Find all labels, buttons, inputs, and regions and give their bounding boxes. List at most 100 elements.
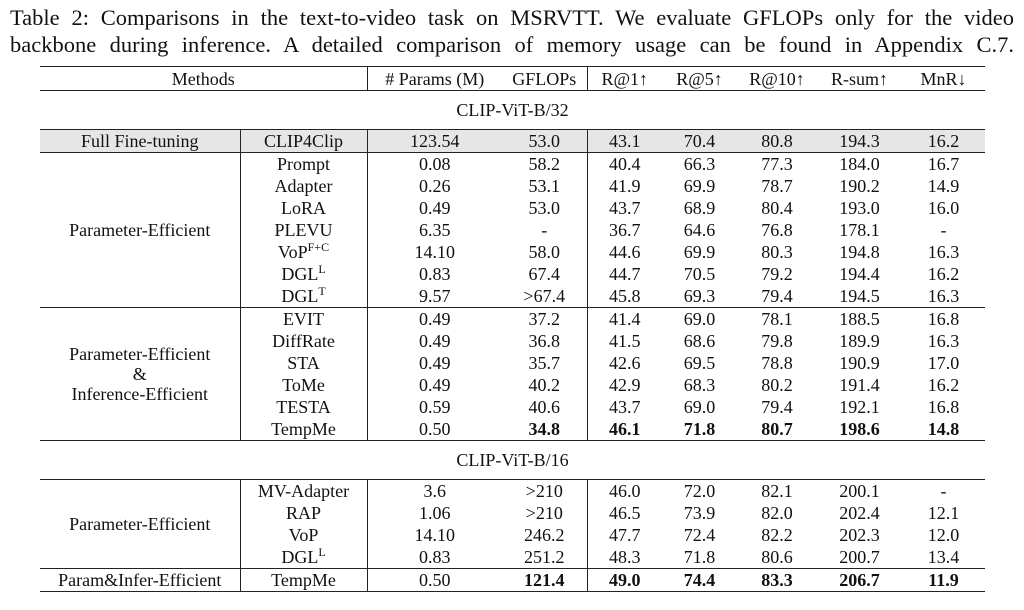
- table-header: Methods # Params (M) GFLOPs R@1↑ R@5↑ R@10↑ R-…: [40, 66, 985, 91]
- value-cell: 79.4: [737, 396, 817, 418]
- header-cell: R@5↑: [662, 66, 737, 91]
- cell-value: 16.2: [927, 375, 960, 395]
- method-name: STA: [287, 353, 320, 373]
- cell-value: 200.1: [839, 481, 880, 501]
- value-cell: 78.1: [737, 307, 817, 330]
- value-cell: 246.2: [502, 524, 588, 546]
- table-row: VoP 14.10 246.2 47.7 72.4 82.2 202.3 12.0: [40, 524, 985, 546]
- value-cell: 69.5: [662, 352, 737, 374]
- method-cell: TESTA: [240, 396, 368, 418]
- cell-value: 0.50: [419, 570, 451, 590]
- cell-value: 188.5: [839, 309, 880, 329]
- method-cell: STA: [240, 352, 368, 374]
- cell-value: 80.3: [761, 242, 793, 262]
- method-cell: DGLL: [240, 262, 368, 285]
- cell-value: 68.9: [683, 198, 716, 218]
- value-cell: 78.8: [737, 352, 817, 374]
- value-cell: 41.9: [587, 175, 662, 197]
- method-cell: MV-Adapter: [240, 479, 368, 502]
- value-cell: 53.0: [502, 129, 588, 153]
- group-label-line: &: [132, 364, 147, 384]
- cell-value: 45.8: [609, 286, 641, 306]
- value-cell: 35.7: [502, 352, 588, 374]
- header-cell: MnR↓: [902, 66, 985, 91]
- value-cell: 80.8: [737, 129, 817, 153]
- cell-value: 71.8: [683, 547, 716, 567]
- cell-value: 43.1: [609, 131, 641, 151]
- cell-value: 80.8: [761, 131, 793, 151]
- value-cell: 79.2: [737, 263, 817, 285]
- cell-value: 42.9: [609, 375, 641, 395]
- value-cell: 83.3: [737, 568, 817, 592]
- value-cell: 16.8: [902, 307, 985, 330]
- value-cell: 69.9: [662, 175, 737, 197]
- method-name: VoP: [288, 525, 319, 545]
- value-cell: 0.49: [367, 307, 502, 330]
- method-superscript: L: [318, 545, 326, 559]
- cell-value: 46.0: [609, 481, 641, 501]
- method-name: MV-Adapter: [257, 481, 350, 501]
- cell-value: 80.7: [761, 419, 793, 439]
- method-superscript: L: [318, 262, 326, 276]
- header-cell: # Params (M): [367, 66, 502, 91]
- cell-value: 178.1: [839, 220, 880, 240]
- group-label-line: Parameter-Efficient: [69, 514, 211, 534]
- value-cell: 0.49: [367, 374, 502, 396]
- cell-value: 0.49: [419, 375, 451, 395]
- cell-value: 14.9: [927, 176, 960, 196]
- value-cell: 6.35: [367, 219, 502, 241]
- cell-value: 14.10: [414, 525, 456, 545]
- caption-line: Table 2: Comparisons in the text-to-vide…: [10, 5, 1014, 30]
- table-row: STA 0.49 35.7 42.6 69.5 78.8 190.9 17.0: [40, 352, 985, 374]
- method-superscript: T: [318, 284, 326, 298]
- header-cell: R@10↑: [737, 66, 817, 91]
- value-cell: 80.4: [737, 197, 817, 219]
- value-cell: 36.8: [502, 330, 588, 352]
- cell-value: 69.5: [683, 353, 716, 373]
- cell-value: 66.3: [683, 154, 716, 174]
- caption: Table 2: Comparisons in the text-to-vide…: [10, 4, 1014, 58]
- cell-value: 200.7: [839, 547, 880, 567]
- cell-value: 37.2: [528, 309, 561, 329]
- value-cell: 70.5: [662, 263, 737, 285]
- cell-value: 36.7: [609, 220, 641, 240]
- group-label-line: Parameter-Efficient: [69, 220, 211, 240]
- value-cell: 0.59: [367, 396, 502, 418]
- method-name: Prompt: [276, 154, 330, 174]
- cell-value: 40.4: [609, 154, 641, 174]
- cell-value: 9.57: [419, 286, 451, 306]
- results-table: Methods # Params (M) GFLOPs R@1↑ R@5↑ R@10↑ R-…: [40, 66, 985, 592]
- value-cell: 45.8: [587, 285, 662, 308]
- value-cell: 16.3: [902, 330, 985, 352]
- value-cell: 0.50: [367, 568, 502, 592]
- cell-value: 83.3: [761, 570, 793, 590]
- value-cell: 3.6: [367, 480, 502, 503]
- method-name: DGL: [281, 547, 319, 567]
- cell-value: 82.2: [761, 525, 793, 545]
- table-row: LoRA 0.49 53.0 43.7 68.9 80.4 193.0 16.0: [40, 197, 985, 219]
- value-cell: 178.1: [817, 219, 902, 241]
- cell-value: 78.8: [761, 353, 793, 373]
- value-cell: -: [502, 219, 588, 241]
- value-cell: 40.4: [587, 152, 662, 175]
- value-cell: 74.4: [662, 568, 737, 592]
- method-cell: DGLL: [240, 545, 368, 569]
- cell-value: 78.7: [761, 176, 793, 196]
- method-cell: TempMe: [240, 568, 368, 592]
- cell-value: 76.8: [761, 220, 793, 240]
- cell-value: 69.9: [683, 242, 716, 262]
- value-cell: 192.1: [817, 396, 902, 418]
- value-cell: 189.9: [817, 330, 902, 352]
- cell-value: -: [541, 220, 548, 240]
- cell-value: 12.0: [927, 525, 960, 545]
- cell-value: 194.3: [839, 131, 880, 151]
- value-cell: 0.26: [367, 175, 502, 197]
- value-cell: 194.8: [817, 241, 902, 263]
- method-name: Adapter: [274, 176, 333, 196]
- table-row: DGLL 0.83 251.2 48.3 71.8 80.6 200.7 13.4: [40, 546, 985, 569]
- value-cell: 194.4: [817, 263, 902, 285]
- value-cell: 14.10: [367, 241, 502, 263]
- cell-value: 82.0: [761, 503, 793, 523]
- cell-value: 73.9: [683, 503, 716, 523]
- value-cell: 78.7: [737, 175, 817, 197]
